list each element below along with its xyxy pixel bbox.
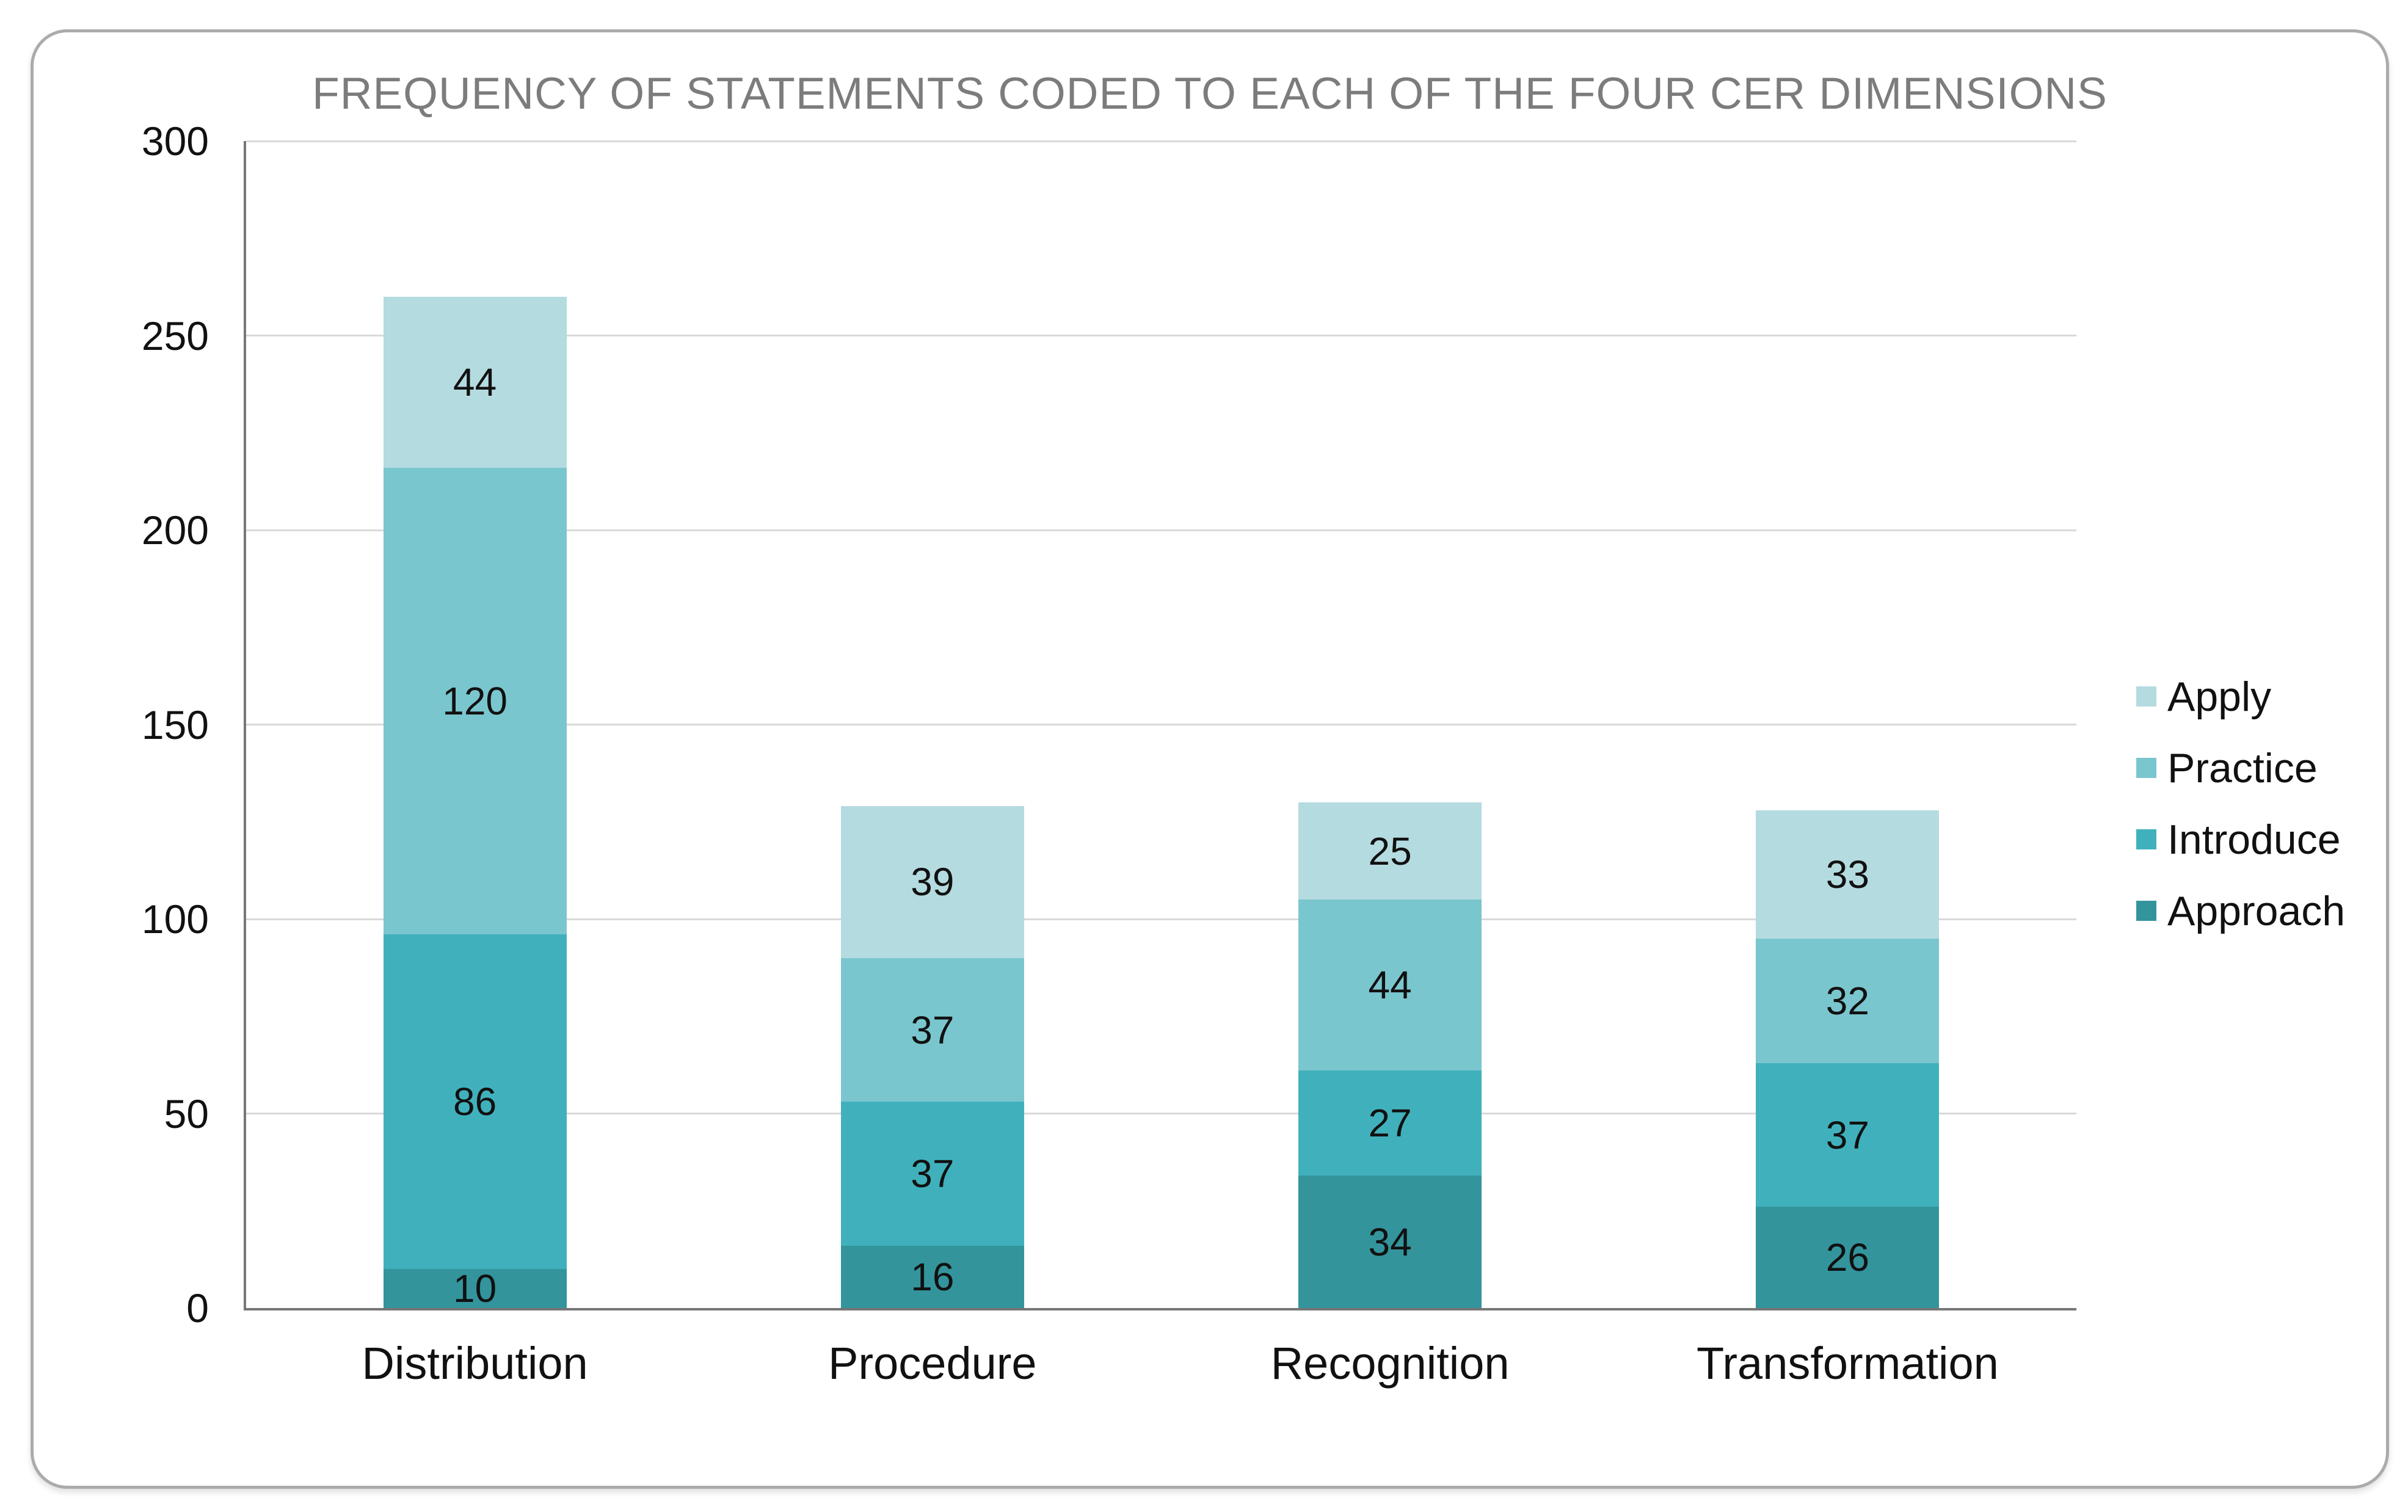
x-axis-label-transformation: Transformation <box>1696 1338 1999 1389</box>
bar-segment-distribution-introduce: 86 <box>383 934 567 1270</box>
bar-segment-recognition-practice: 44 <box>1298 900 1482 1071</box>
bar-segment-transformation-approach: 26 <box>1756 1207 1940 1308</box>
gridline-150 <box>246 724 2076 725</box>
legend-label: Apply <box>2167 673 2272 720</box>
y-tick-label-250: 250 <box>141 313 209 358</box>
data-label: 86 <box>453 1080 497 1124</box>
legend-item-practice: Practice <box>2136 732 2345 804</box>
legend-swatch-icon <box>2136 829 2156 849</box>
y-tick-label-0: 0 <box>186 1285 209 1331</box>
data-label: 25 <box>1368 829 1412 873</box>
data-label: 44 <box>453 360 497 404</box>
chart-title: FREQUENCY OF STATEMENTS CODED TO EACH OF… <box>312 69 2108 118</box>
gridline-300 <box>246 140 2076 142</box>
gridline-100 <box>246 918 2076 920</box>
bar-segment-distribution-apply: 44 <box>383 296 567 468</box>
gridline-50 <box>246 1113 2076 1114</box>
data-label: 16 <box>911 1255 955 1299</box>
y-tick-label-150: 150 <box>141 702 209 747</box>
bar-segment-procedure-approach: 16 <box>840 1246 1024 1308</box>
bar-segment-transformation-practice: 32 <box>1756 938 1940 1063</box>
bar-segment-recognition-apply: 25 <box>1298 802 1482 900</box>
legend-swatch-icon <box>2136 686 2156 707</box>
data-label: 27 <box>1368 1101 1412 1146</box>
data-label: 120 <box>442 679 508 724</box>
x-axis-label-distribution: Distribution <box>362 1338 588 1389</box>
legend-label: Practice <box>2167 744 2318 791</box>
legend-label: Introduce <box>2167 816 2341 863</box>
data-label: 37 <box>1825 1113 1869 1157</box>
gridline-250 <box>246 335 2076 336</box>
legend-item-approach: Approach <box>2136 875 2345 947</box>
data-label: 39 <box>911 860 955 904</box>
legend-label: Approach <box>2167 887 2346 934</box>
legend-item-introduce: Introduce <box>2136 804 2345 875</box>
data-label: 26 <box>1825 1235 1869 1280</box>
y-axis-line <box>244 141 246 1310</box>
data-label: 34 <box>1368 1219 1412 1264</box>
legend-swatch-icon <box>2136 758 2156 778</box>
bar-segment-transformation-introduce: 37 <box>1756 1063 1940 1207</box>
gridline-200 <box>246 529 2076 531</box>
bar-segment-procedure-apply: 39 <box>840 806 1024 958</box>
legend-swatch-icon <box>2136 901 2156 921</box>
bar-segment-transformation-apply: 33 <box>1756 810 1940 939</box>
x-axis-label-recognition: Recognition <box>1270 1338 1510 1389</box>
bar-segment-recognition-introduce: 27 <box>1298 1070 1482 1176</box>
legend: Apply Practice Introduce Approach <box>2136 661 2345 947</box>
y-tick-label-100: 100 <box>141 896 209 942</box>
bar-segment-procedure-practice: 37 <box>840 958 1024 1102</box>
y-tick-label-200: 200 <box>141 507 209 553</box>
bar-segment-distribution-approach: 10 <box>383 1267 567 1311</box>
bar-segment-distribution-practice: 120 <box>383 468 567 935</box>
y-tick-label-300: 300 <box>141 118 209 164</box>
data-label: 44 <box>1368 963 1412 1008</box>
x-axis-line <box>244 1308 2076 1310</box>
bar-segment-recognition-approach: 34 <box>1298 1176 1482 1308</box>
data-label: 37 <box>911 1008 955 1052</box>
data-label: 32 <box>1825 978 1869 1023</box>
x-axis-label-procedure: Procedure <box>828 1338 1037 1389</box>
data-label: 37 <box>911 1152 955 1196</box>
data-label: 33 <box>1825 852 1869 896</box>
y-tick-label-50: 50 <box>164 1091 209 1136</box>
legend-item-apply: Apply <box>2136 661 2345 732</box>
data-label: 10 <box>453 1267 497 1311</box>
bar-segment-procedure-introduce: 37 <box>840 1102 1024 1246</box>
